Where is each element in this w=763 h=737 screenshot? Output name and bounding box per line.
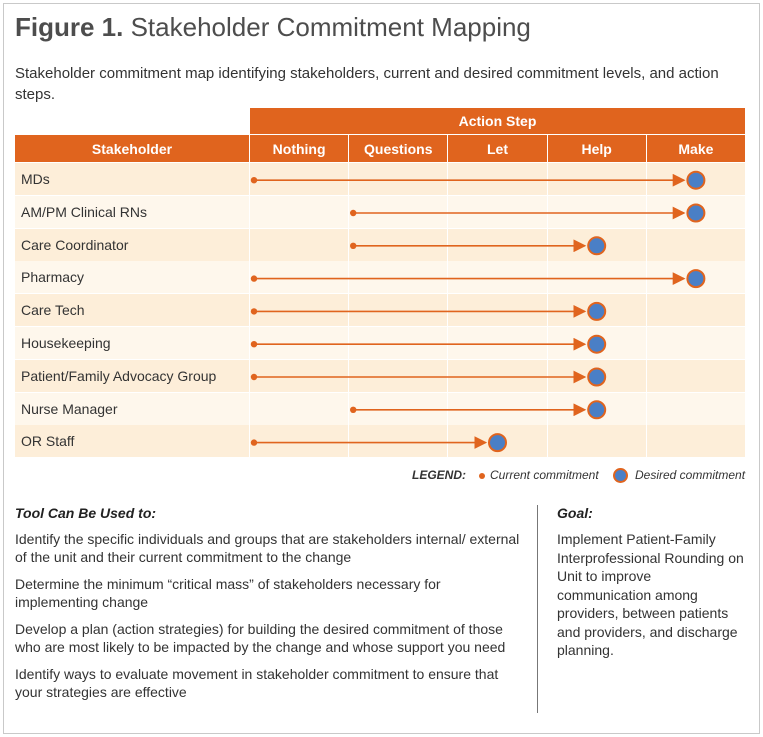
goal-heading: Goal:	[557, 505, 593, 521]
table-row: Patient/Family Advocacy Group	[15, 359, 745, 392]
legend-title: LEGEND:	[412, 468, 466, 482]
column-header-nothing: Nothing	[250, 135, 349, 162]
table-cell	[250, 163, 349, 195]
table-cell	[250, 228, 349, 261]
table-cell	[448, 261, 547, 294]
current-commitment-dot	[350, 209, 357, 217]
legend: LEGEND: Current commitment Desired commi…	[0, 466, 763, 486]
table-cell	[250, 392, 349, 425]
commitment-arrows	[250, 170, 706, 453]
desired-commitment-dot	[587, 301, 607, 321]
goal-text: Implement Patient-Family Interprofession…	[557, 531, 744, 658]
table-cell	[349, 327, 448, 359]
current-commitment-dot	[250, 275, 258, 282]
current-commitment-dot	[350, 242, 357, 249]
current-commitment-dot-icon	[479, 473, 485, 479]
desired-commitment-dot	[686, 269, 706, 289]
figure-subtitle: Stakeholder commitment map identifying s…	[15, 65, 719, 103]
table-row: MDs	[15, 163, 745, 195]
stakeholder-label: MDs	[15, 163, 249, 195]
table-cell	[547, 163, 646, 195]
current-commitment-dot	[250, 439, 258, 446]
table-cell	[349, 294, 448, 327]
table-cell	[250, 327, 349, 359]
stakeholder-label: Pharmacy	[15, 261, 249, 294]
stakeholder-label: OR Staff	[15, 425, 249, 458]
current-commitment-dot	[250, 341, 258, 348]
table-cell	[349, 195, 448, 228]
table-cell	[448, 163, 547, 195]
table-cell	[349, 261, 448, 294]
table-cell	[349, 425, 448, 458]
table-cell	[448, 359, 547, 392]
stakeholder-label: Patient/Family Advocacy Group	[15, 359, 249, 392]
tool-item: Identify ways to evaluate movement in st…	[15, 666, 499, 700]
column-header-let: Let	[448, 135, 547, 162]
stakeholder-label: Care Coordinator	[15, 228, 249, 261]
desired-commitment-dot	[488, 433, 507, 453]
column-header-questions: Questions	[349, 135, 448, 162]
tool-item: Identify the specific individuals and gr…	[15, 531, 520, 565]
stakeholder-header: Stakeholder	[15, 135, 249, 162]
table-cell	[646, 327, 745, 359]
action-step-header: Action Step	[250, 108, 745, 134]
current-commitment-dot	[350, 406, 357, 413]
desired-commitment-dot	[686, 170, 706, 190]
table-cell	[250, 294, 349, 327]
table-cell	[547, 425, 646, 458]
desired-commitment-dot-icon	[613, 468, 628, 483]
table-cell	[250, 425, 349, 458]
table-row: Housekeeping	[15, 327, 745, 359]
table-cell	[250, 359, 349, 392]
desired-commitment-dot	[587, 334, 607, 354]
table-cell	[547, 261, 646, 294]
column-header-help: Help	[547, 135, 646, 162]
table-row: Pharmacy	[15, 261, 745, 294]
figure-label: Figure 1.	[15, 12, 124, 42]
table-row: Care Tech	[15, 294, 745, 327]
desired-commitment-dot	[587, 236, 607, 256]
table-cell	[250, 261, 349, 294]
table-cell	[448, 392, 547, 425]
goal-panel: Goal: Implement Patient-Family Interprof…	[557, 505, 747, 660]
column-header-make: Make	[646, 135, 745, 162]
tool-item: Develop a plan (action strategies) for b…	[15, 621, 506, 655]
tool-panel: Tool Can Be Used to: Identify the specif…	[15, 505, 520, 710]
commitment-table: Action Step Stakeholder Nothing Questions…	[15, 108, 745, 458]
figure-title: Figure 1. Stakeholder Commitment Mapping	[15, 12, 531, 43]
panel-divider	[537, 505, 538, 713]
desired-commitment-dot	[587, 367, 607, 387]
stakeholder-label: Care Tech	[15, 294, 249, 327]
stakeholder-label: Nurse Manager	[15, 392, 249, 425]
table-cell	[349, 359, 448, 392]
table-cell	[646, 359, 745, 392]
table-cell	[349, 163, 448, 195]
table-cell	[448, 327, 547, 359]
table-cell	[250, 195, 349, 228]
table-cell	[349, 392, 448, 425]
tool-heading: Tool Can Be Used to:	[15, 505, 157, 521]
figure-title-text: Stakeholder Commitment Mapping	[130, 12, 531, 42]
table-row: AM/PM Clinical RNs	[15, 195, 745, 228]
table-cell	[448, 294, 547, 327]
desired-commitment-dot	[686, 203, 706, 223]
stakeholder-label: Housekeeping	[15, 327, 249, 359]
stakeholder-label: AM/PM Clinical RNs	[15, 195, 249, 228]
legend-desired: Desired commitment	[635, 468, 746, 482]
current-commitment-dot	[250, 177, 258, 184]
table-cell	[448, 195, 547, 228]
current-commitment-dot	[250, 373, 258, 381]
legend-current: Current commitment	[490, 468, 599, 482]
table-cell	[646, 425, 745, 458]
table-cell	[448, 228, 547, 261]
tool-item: Determine the minimum “critical mass” of…	[15, 576, 441, 610]
current-commitment-dot	[250, 308, 258, 315]
desired-commitment-dot	[587, 400, 607, 420]
table-cell	[646, 294, 745, 327]
table-cell	[547, 195, 646, 228]
table-row: OR Staff	[15, 425, 745, 458]
table-cell	[646, 392, 745, 425]
table-cell	[646, 228, 745, 261]
table-cell	[349, 228, 448, 261]
